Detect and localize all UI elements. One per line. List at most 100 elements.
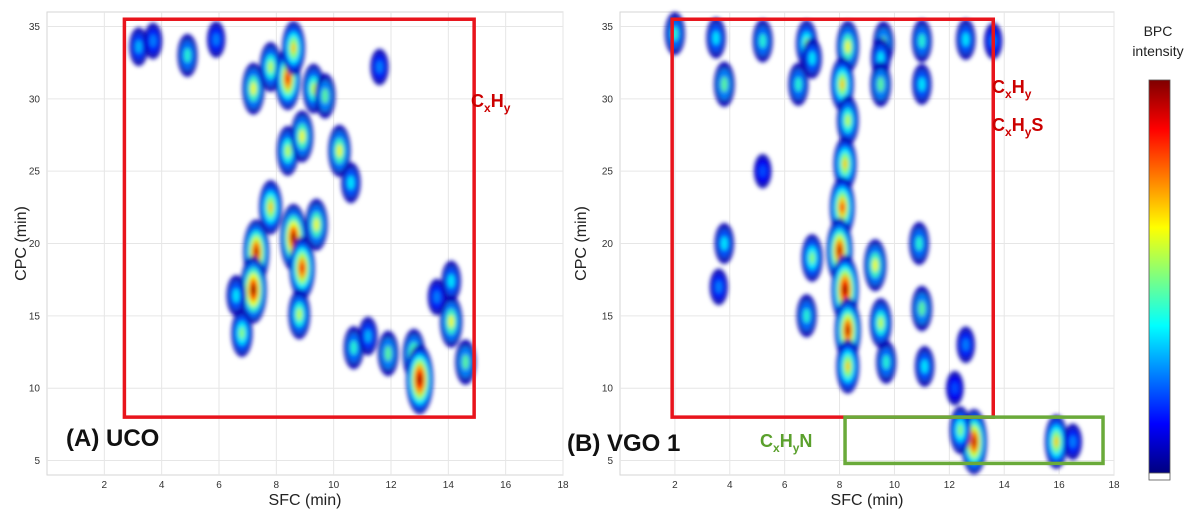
x-tick-label: 2 xyxy=(102,480,108,491)
blob-layer xyxy=(803,308,810,324)
heatmap-blob xyxy=(863,239,887,292)
heatmap-blob xyxy=(288,289,311,340)
colorbar: BPC intensity xyxy=(1132,23,1184,481)
blob-layer xyxy=(350,340,358,355)
blob-layer xyxy=(268,201,273,213)
heatmap-blob xyxy=(714,222,735,265)
heatmap-blob xyxy=(314,73,336,119)
heatmap-blob xyxy=(405,344,434,415)
blob-layer xyxy=(299,129,305,143)
blob-layer xyxy=(251,284,256,296)
blob-layer xyxy=(1069,435,1076,448)
heatmap-blob xyxy=(259,180,283,235)
blob-layer xyxy=(135,40,142,54)
blob-layer xyxy=(239,327,245,340)
panel-label: (B) VGO 1 xyxy=(567,430,680,457)
heatmap-blob xyxy=(1044,414,1068,469)
heatmap-blob xyxy=(427,278,447,316)
blob-layer xyxy=(250,82,257,96)
y-tick-label: 15 xyxy=(29,311,41,322)
blob-layer xyxy=(962,32,970,47)
blob-layer xyxy=(971,436,977,448)
y-tick-label: 10 xyxy=(602,384,614,395)
y-axis-label: CPC (min) xyxy=(13,206,30,281)
blob-layer xyxy=(296,308,303,321)
blob-layer xyxy=(347,175,355,190)
x-tick-label: 12 xyxy=(944,480,956,491)
blob-layer xyxy=(843,284,848,295)
panel-label: (A) UCO xyxy=(66,425,159,452)
region-formula-label: CxHy xyxy=(471,91,511,115)
heatmap-blob xyxy=(914,345,935,388)
heatmap-blob xyxy=(752,19,773,63)
heatmap-blob xyxy=(290,110,314,163)
y-tick-label: 35 xyxy=(602,22,614,33)
blob-layer xyxy=(285,73,290,84)
x-tick-label: 16 xyxy=(500,480,512,491)
x-tick-label: 8 xyxy=(837,480,843,491)
y-tick-label: 5 xyxy=(34,456,40,467)
blob-layer xyxy=(300,262,305,274)
blob-layer xyxy=(951,382,958,394)
heatmap-blob xyxy=(876,340,897,384)
blob-layer xyxy=(321,88,329,104)
blob-layer xyxy=(285,144,291,158)
heatmap-blob xyxy=(911,285,933,332)
heatmap-blob xyxy=(289,236,315,300)
heatmap-blob xyxy=(439,295,463,348)
heatmap-blob xyxy=(713,61,735,108)
blob-layer xyxy=(1054,436,1059,448)
blob-layer xyxy=(184,48,191,63)
heatmap-blob xyxy=(788,62,809,107)
region-formula-label: CxHyS xyxy=(992,115,1043,139)
x-tick-label: 10 xyxy=(889,480,901,491)
blob-layer xyxy=(417,374,422,385)
heatmap-blob xyxy=(836,339,860,394)
heatmap-blob xyxy=(129,27,149,67)
blob-layer xyxy=(845,114,851,127)
blob-layer xyxy=(759,33,767,49)
heatmap-blob xyxy=(956,18,976,61)
x-tick-label: 18 xyxy=(1108,480,1120,491)
y-tick-label: 25 xyxy=(29,167,41,178)
heatmap-blob xyxy=(801,234,823,282)
blob-layer xyxy=(809,251,815,264)
y-tick-label: 35 xyxy=(29,22,41,33)
heatmap-blob xyxy=(206,21,226,58)
x-tick-label: 12 xyxy=(385,480,397,491)
blob-layer xyxy=(254,246,259,258)
heatmap-blob xyxy=(441,260,462,302)
blob-layer xyxy=(232,288,240,303)
x-tick-label: 2 xyxy=(672,480,678,491)
blob-layer xyxy=(759,165,766,177)
heatmap-layer xyxy=(664,12,1083,475)
heatmap-blob xyxy=(753,153,772,189)
blob-layer xyxy=(720,76,728,92)
x-tick-label: 6 xyxy=(782,480,788,491)
blob-layer xyxy=(376,60,383,74)
heatmap-blob xyxy=(802,37,822,79)
blob-layer xyxy=(712,31,720,45)
x-tick-label: 10 xyxy=(328,480,340,491)
blob-layer xyxy=(842,158,848,170)
heatmap-blob xyxy=(143,22,163,60)
blob-layer xyxy=(364,329,372,343)
y-tick-label: 10 xyxy=(29,384,41,395)
x-tick-label: 6 xyxy=(216,480,222,491)
blob-layer xyxy=(962,338,969,351)
y-tick-label: 30 xyxy=(602,94,614,105)
heatmap-blob xyxy=(911,19,932,63)
heatmap-blob xyxy=(231,309,253,358)
panel-a: 2 4 6 8 10 12 14 16 18 5 10 15 20 25 30 35 SFC (min) CPC … xyxy=(13,11,569,509)
heatmap-blob xyxy=(177,33,198,78)
x-axis-label: SFC (min) xyxy=(831,492,904,509)
heatmap-blob xyxy=(709,268,728,306)
blob-layer xyxy=(839,78,845,90)
blob-layer xyxy=(918,33,926,49)
heatmap-blob xyxy=(281,20,306,76)
blob-layer xyxy=(721,236,728,251)
heatmap-blob xyxy=(869,298,892,349)
blob-layer xyxy=(877,316,884,330)
x-tick-label: 4 xyxy=(727,480,733,491)
blob-layer xyxy=(882,354,890,370)
